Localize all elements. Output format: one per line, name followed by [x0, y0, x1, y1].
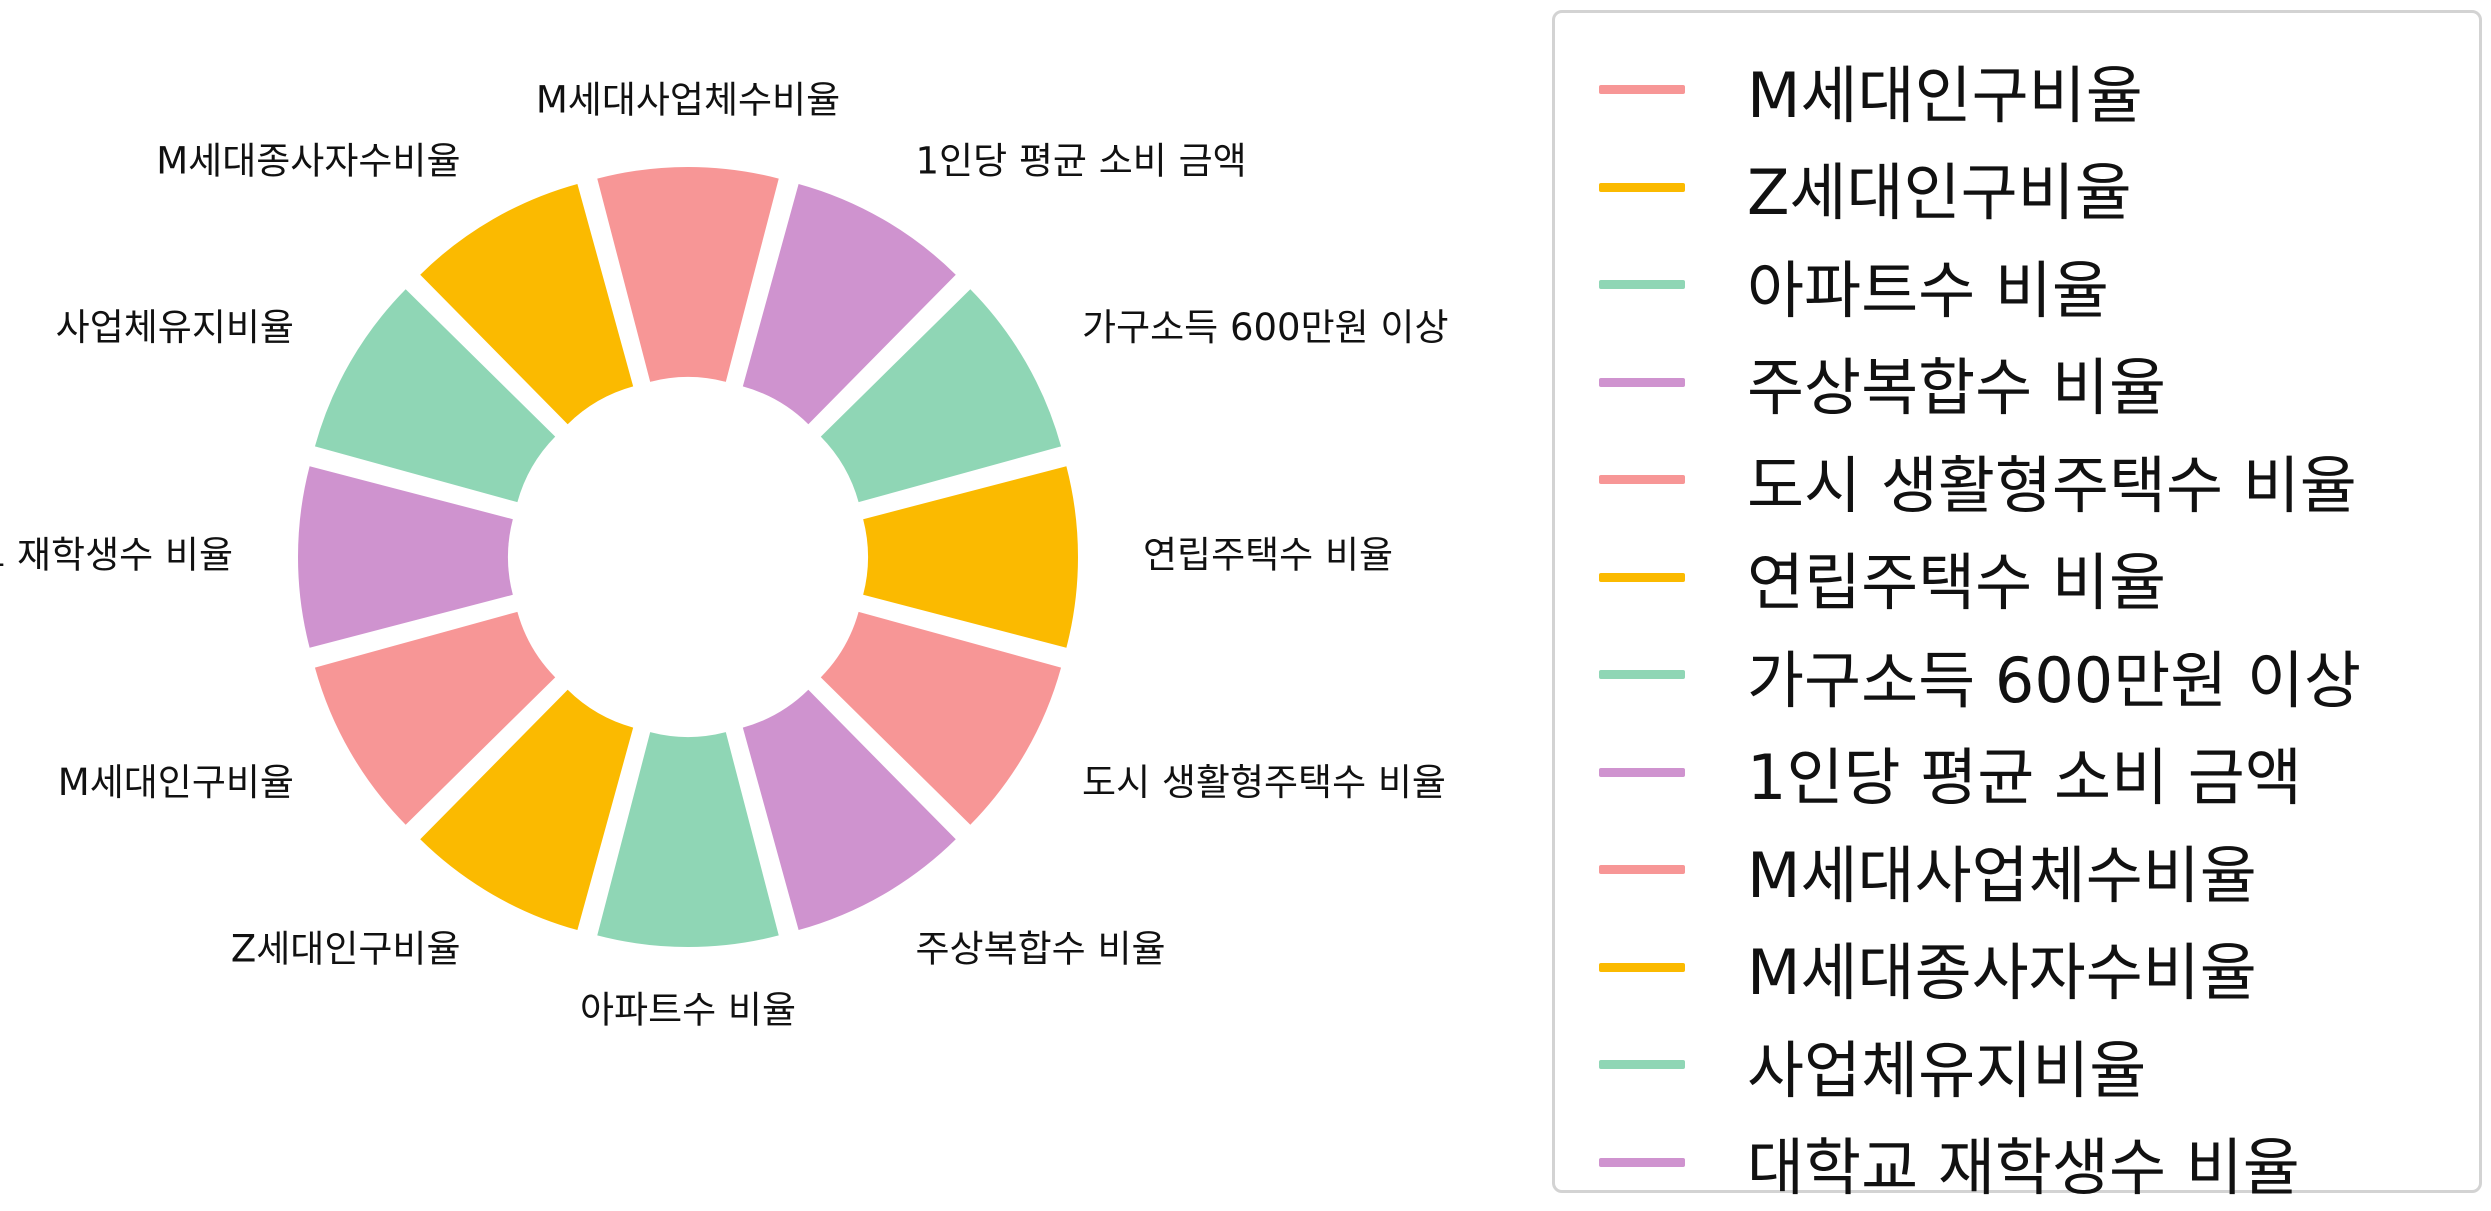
- legend-swatch: [1599, 670, 1685, 679]
- legend-item: 가구소득 600만원 이상: [1599, 626, 2479, 724]
- slice-label-1: M세대인구비율: [58, 761, 294, 804]
- slice-label-2: Z세대인구비율: [231, 928, 461, 971]
- legend-swatch: [1599, 573, 1685, 582]
- legend-label: 연립주택수 비율: [1747, 532, 2166, 622]
- legend-label: 도시 생활형주택수 비율: [1747, 435, 2357, 525]
- legend-swatch: [1599, 865, 1685, 874]
- legend-item: 1인당 평균 소비 금액: [1599, 724, 2479, 822]
- legend-item: 주상복합수 비율: [1599, 334, 2479, 432]
- slice-label-12: 대학교 재학생수 비율: [0, 534, 233, 577]
- slice-6: [863, 466, 1078, 647]
- legend-label: Z세대인구비율: [1747, 142, 2132, 232]
- legend-item: 아파트수 비율: [1599, 236, 2479, 334]
- legend-label: 가구소득 600만원 이상: [1747, 630, 2361, 720]
- slice-3: [597, 732, 778, 947]
- legend-item: 연립주택수 비율: [1599, 529, 2479, 627]
- slice-label-3: 아파트수 비율: [580, 989, 796, 1032]
- slice-label-6: 연립주택수 비율: [1143, 534, 1393, 577]
- legend-swatch: [1599, 1060, 1685, 1069]
- legend-label: 아파트수 비율: [1747, 240, 2109, 330]
- slice-label-4: 주상복합수 비율: [916, 928, 1166, 971]
- legend-swatch: [1599, 85, 1685, 94]
- slice-label-7: 가구소득 600만원 이상: [1082, 306, 1448, 349]
- legend-swatch: [1599, 475, 1685, 484]
- legend-swatch: [1599, 768, 1685, 777]
- legend-item: Z세대인구비율: [1599, 139, 2479, 237]
- legend-swatch: [1599, 183, 1685, 192]
- legend-label: M세대인구비율: [1747, 45, 2143, 135]
- legend-item: M세대사업체수비율: [1599, 821, 2479, 919]
- legend-item: M세대인구비율: [1599, 41, 2479, 139]
- legend-label: 대학교 재학생수 비율: [1747, 1117, 2300, 1207]
- legend-item: 도시 생활형주택수 비율: [1599, 431, 2479, 529]
- slice-label-11: 사업체유지비율: [56, 306, 294, 349]
- donut-slices: [298, 167, 1078, 947]
- legend-swatch: [1599, 1158, 1685, 1167]
- legend-item: 대학교 재학생수 비율: [1599, 1114, 2479, 1211]
- legend-label: M세대사업체수비율: [1747, 825, 2257, 915]
- legend-swatch: [1599, 963, 1685, 972]
- legend-label: 1인당 평균 소비 금액: [1747, 727, 2302, 817]
- legend-label: 주상복합수 비율: [1747, 337, 2166, 427]
- slice-9: [597, 167, 778, 382]
- slice-12: [298, 466, 513, 647]
- legend-label: 사업체유지비율: [1747, 1020, 2146, 1110]
- slice-label-9: M세대사업체수비율: [536, 79, 840, 122]
- slice-label-8: 1인당 평균 소비 금액: [916, 139, 1247, 182]
- slice-label-5: 도시 생활형주택수 비율: [1082, 761, 1446, 804]
- legend-item: 사업체유지비율: [1599, 1016, 2479, 1114]
- legend-swatch: [1599, 280, 1685, 289]
- slice-label-10: M세대종사자수비율: [156, 139, 460, 182]
- legend-item: M세대종사자수비율: [1599, 919, 2479, 1017]
- legend-label: M세대종사자수비율: [1747, 922, 2257, 1012]
- legend-swatch: [1599, 378, 1685, 387]
